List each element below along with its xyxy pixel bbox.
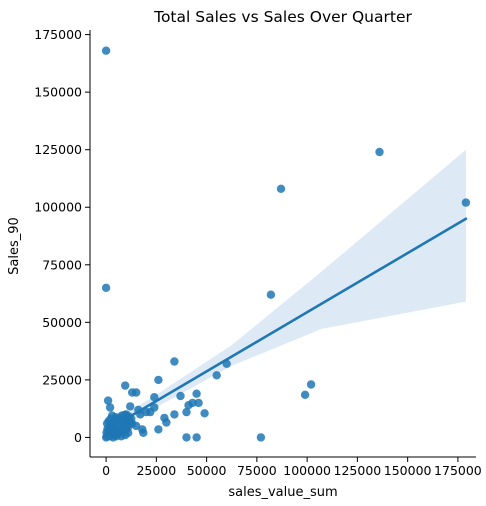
data-point (184, 401, 193, 410)
data-point (154, 425, 163, 434)
data-point (212, 371, 221, 380)
data-point (101, 46, 111, 55)
data-point (182, 407, 191, 417)
data-point (126, 402, 135, 411)
data-point (146, 407, 155, 417)
y-tick-label: 25000 (42, 372, 82, 387)
y-tick-label: 100000 (34, 200, 82, 215)
data-point (200, 409, 209, 418)
data-point (139, 428, 148, 437)
data-point (170, 357, 179, 366)
data-point (300, 390, 310, 399)
data-point (111, 413, 120, 422)
data-point (101, 283, 111, 292)
y-tick-label: 0 (74, 430, 82, 445)
data-point (170, 410, 179, 419)
data-point (103, 396, 113, 405)
confidence-band-layer (106, 149, 466, 436)
data-point (121, 381, 130, 390)
data-point (266, 290, 276, 299)
regression-line-layer (104, 217, 468, 432)
data-point (192, 433, 201, 442)
y-axis-title: Sales_90 (7, 217, 22, 275)
data-point (461, 198, 471, 207)
y-tick-label: 50000 (42, 315, 82, 330)
y-ticks: 0 25000 50000 75000 100000 125000 150000 175000 (34, 27, 90, 445)
data-point (176, 391, 185, 401)
regression-line (104, 217, 468, 432)
data-point (150, 393, 159, 402)
data-point (194, 398, 203, 408)
x-tick-label: 100000 (283, 463, 331, 478)
chart-title: Total Sales vs Sales Over Quarter (153, 8, 412, 26)
x-tick-label: 0 (102, 463, 110, 478)
data-point (162, 418, 171, 427)
x-tick-label: 125000 (334, 463, 382, 478)
confidence-band (106, 149, 466, 436)
data-point (132, 388, 141, 397)
data-point (192, 389, 201, 398)
y-tick-label: 125000 (34, 142, 82, 157)
axes-layer (89, 30, 476, 458)
x-tick-label: 50000 (187, 463, 227, 478)
x-tick-label: 25000 (136, 463, 176, 478)
data-point (154, 375, 163, 385)
x-tick-label: 150000 (384, 463, 432, 478)
y-tick-label: 75000 (42, 257, 82, 272)
data-point (375, 147, 384, 157)
data-point (182, 433, 191, 442)
y-tick-label: 175000 (34, 27, 82, 42)
x-tick-label: 75000 (237, 463, 277, 478)
y-tick-label: 150000 (34, 85, 82, 100)
data-point (118, 426, 128, 435)
data-point (306, 380, 316, 389)
data-point (276, 184, 286, 193)
x-ticks: 0 25000 50000 75000 100000 125000 150000 175000 (102, 457, 482, 478)
data-point (256, 433, 266, 442)
x-tick-label: 175000 (434, 463, 482, 478)
data-point (105, 403, 115, 412)
x-axis-title: sales_value_sum (228, 485, 337, 500)
